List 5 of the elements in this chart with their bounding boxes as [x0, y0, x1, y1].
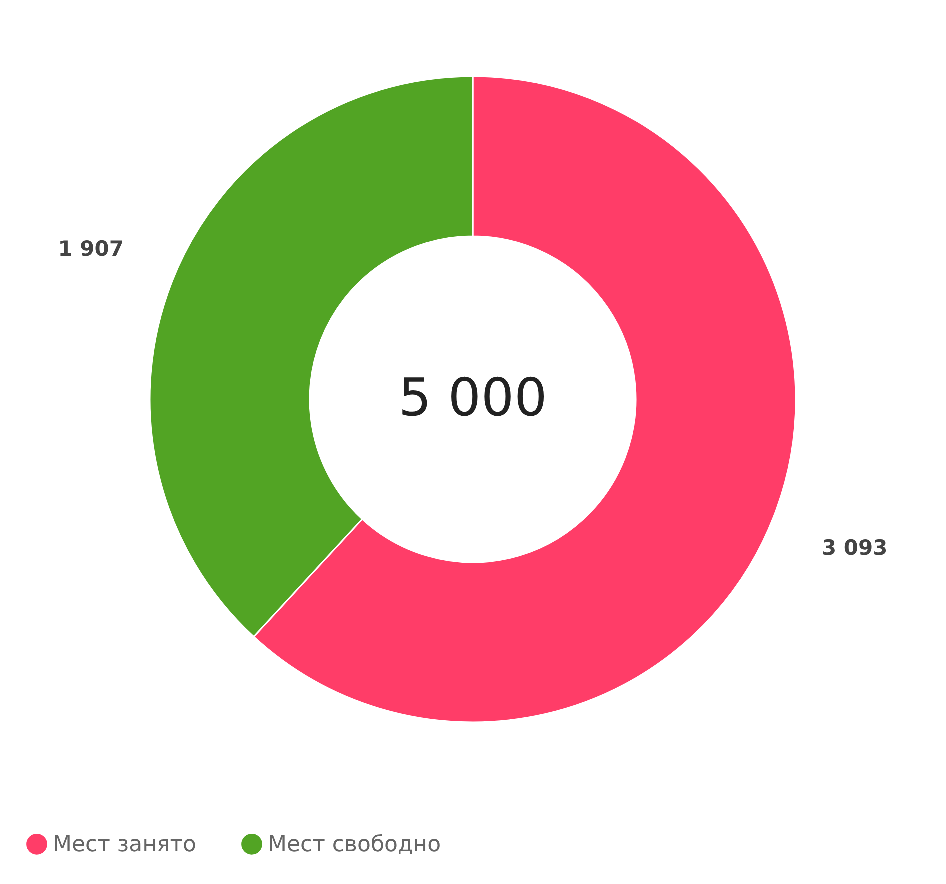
legend-label: Мест свободно: [268, 832, 442, 858]
data-label: 3 093: [822, 536, 888, 560]
data-label: 1 907: [58, 237, 124, 262]
text: 5 000: [398, 368, 548, 428]
legend-label: Мест занято: [53, 832, 196, 858]
